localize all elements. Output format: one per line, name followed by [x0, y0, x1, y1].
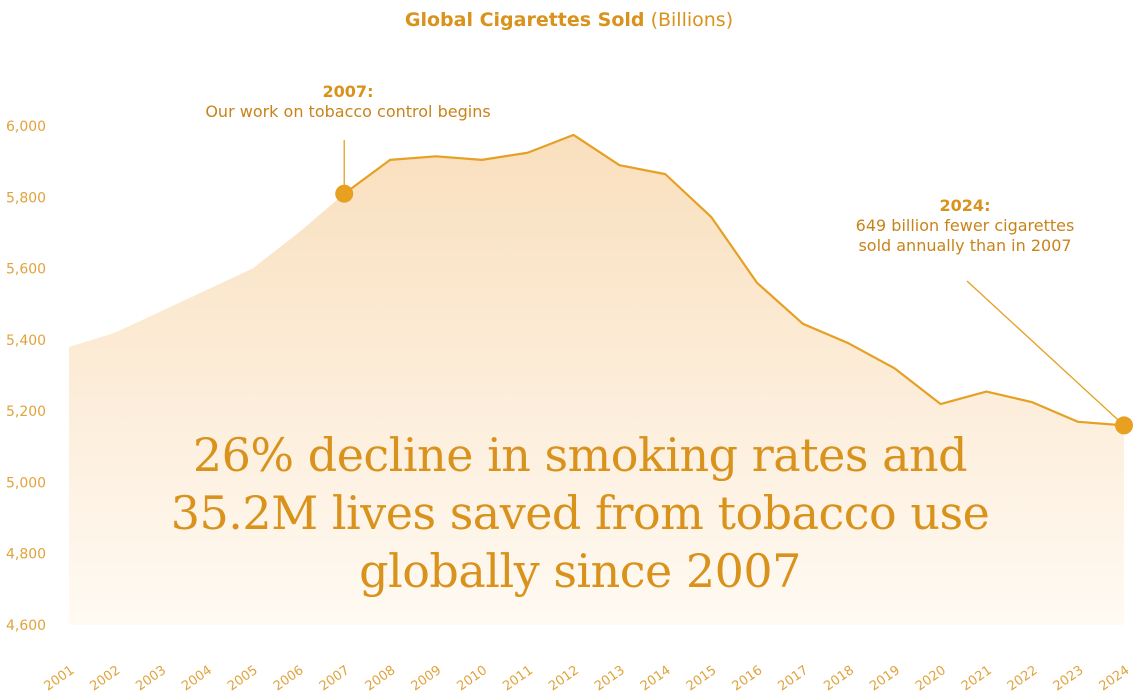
x-tick-label: 2019	[867, 663, 903, 692]
x-tick-label: 2017	[775, 663, 811, 692]
x-tick-label: 2005	[225, 663, 261, 692]
x-tick-label: 2018	[821, 663, 857, 692]
x-tick-label: 2021	[959, 663, 995, 692]
x-tick-label: 2011	[500, 663, 536, 692]
marker-2024	[1115, 416, 1133, 435]
x-tick-label: 2002	[87, 663, 123, 692]
annotation-2024-line1: 649 billion fewer cigarettes	[855, 216, 1075, 235]
annotation-2007-year: 2007:	[322, 82, 374, 101]
y-tick-label: 5,000	[6, 475, 46, 491]
x-tick-label: 2003	[133, 663, 169, 692]
x-tick-label: 2001	[42, 663, 78, 692]
x-tick-label: 2020	[913, 663, 949, 692]
marker-2007	[335, 184, 354, 203]
x-tick-label: 2013	[592, 663, 628, 692]
annotation-2024: 2024: 649 billion fewer cigarettes sold …	[815, 196, 1115, 256]
y-tick-label: 5,800	[6, 190, 46, 206]
y-tick-label: 6,000	[6, 119, 46, 135]
x-tick-label: 2014	[638, 663, 674, 692]
annotation-2007-text: Our work on tobacco control begins	[205, 102, 491, 121]
headline-line-3: globally since 2007	[359, 544, 801, 598]
x-tick-label: 2008	[363, 663, 399, 692]
annotation-2024-year: 2024:	[939, 196, 991, 215]
x-tick-label: 2016	[730, 663, 766, 692]
chart-title: Global Cigarettes Sold (Billions)	[0, 9, 1138, 31]
x-tick-label: 2009	[409, 663, 445, 692]
y-tick-label: 5,400	[6, 333, 46, 349]
headline-line-2: 35.2M lives saved from tobacco use	[170, 486, 990, 540]
series-line	[343, 133, 1125, 427]
x-tick-label: 2012	[546, 663, 582, 692]
annotation-2007: 2007: Our work on tobacco control begins	[168, 82, 528, 122]
x-tick-label: 2006	[271, 663, 307, 692]
y-tick-label: 5,600	[6, 262, 46, 278]
x-tick-label: 2024	[1097, 663, 1133, 692]
y-tick-label: 4,800	[6, 547, 46, 563]
x-tick-label: 2010	[454, 663, 490, 692]
chart-title-unit: (Billions)	[650, 9, 734, 31]
headline-line-1: 26% decline in smoking rates and	[192, 428, 968, 482]
annotation-2024-line2: sold annually than in 2007	[858, 236, 1072, 255]
headline-stat: 26% decline in smoking rates and 35.2M l…	[110, 426, 1050, 600]
area-fill	[69, 134, 1124, 626]
x-tick-label: 2015	[684, 663, 720, 692]
x-tick-label: 2022	[1005, 663, 1041, 692]
chart-title-bold: Global Cigarettes Sold	[404, 9, 645, 31]
x-tick-label: 2004	[179, 663, 215, 692]
x-tick-label: 2007	[317, 663, 353, 692]
leader-line-2024	[966, 280, 1125, 426]
y-tick-label: 5,200	[6, 404, 46, 420]
x-tick-label: 2023	[1051, 663, 1087, 692]
y-tick-label: 4,600	[6, 618, 46, 634]
